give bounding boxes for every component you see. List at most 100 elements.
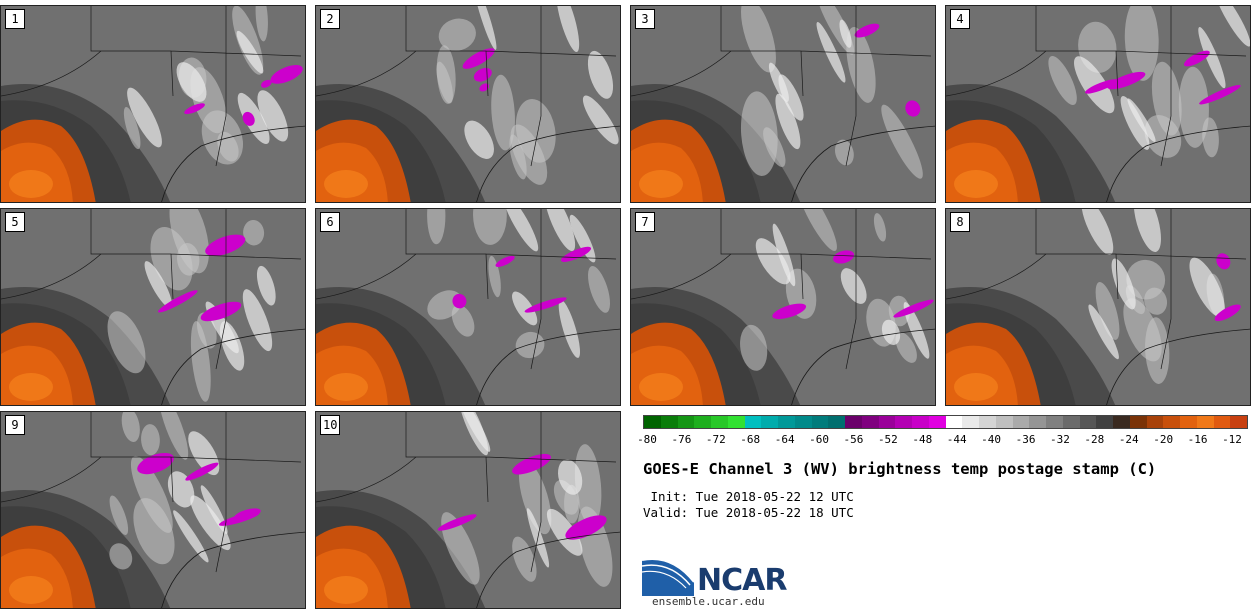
colorbar-tick-label: -56 bbox=[843, 433, 864, 446]
colorbar-swatch bbox=[945, 416, 963, 428]
cold-cloud-top bbox=[1107, 71, 1146, 90]
moist-plume bbox=[741, 6, 776, 73]
colorbar-swatch bbox=[1163, 416, 1180, 428]
moist-plume bbox=[763, 127, 786, 168]
postage-stamp-panel: 5 bbox=[0, 208, 306, 406]
cold-cloud-top bbox=[205, 234, 246, 256]
plot-title: GOES-E Channel 3 (WV) brightness temp po… bbox=[643, 460, 1157, 478]
coastline bbox=[161, 328, 305, 405]
cold-cloud-top bbox=[565, 515, 607, 540]
moist-plume bbox=[873, 213, 887, 242]
moist-plume bbox=[740, 324, 768, 371]
panel-number: 7 bbox=[635, 212, 655, 232]
colorbar-swatch bbox=[1129, 416, 1147, 428]
cold-cloud-top bbox=[158, 290, 198, 313]
cold-cloud-top bbox=[261, 79, 272, 88]
moist-plume bbox=[123, 106, 141, 150]
moist-plume-core bbox=[242, 289, 273, 352]
moist-plume bbox=[438, 18, 476, 51]
moist-plume bbox=[488, 255, 501, 298]
coastline bbox=[791, 125, 935, 202]
moist-plume-core bbox=[473, 6, 497, 50]
panel-number: 8 bbox=[950, 212, 970, 232]
moist-plume-core bbox=[503, 209, 539, 252]
warm-region-peak bbox=[9, 170, 53, 198]
colorbar bbox=[643, 415, 1248, 429]
colorbar-tick-label: -80 bbox=[637, 433, 657, 446]
colorbar-swatch bbox=[711, 416, 728, 428]
coastline bbox=[791, 328, 935, 405]
colorbar-swatch bbox=[928, 416, 946, 428]
wv-map bbox=[946, 6, 1250, 202]
moist-plume-core bbox=[587, 50, 614, 99]
moist-plume bbox=[159, 412, 189, 460]
colorbar-tick-label: -76 bbox=[671, 433, 692, 446]
colorbar-swatch bbox=[828, 416, 845, 428]
moist-plume-core bbox=[556, 6, 580, 52]
colorbar-tick-label: -48 bbox=[912, 433, 933, 446]
warm-region-peak bbox=[324, 373, 368, 401]
state-borders bbox=[1, 6, 302, 167]
colorbar-swatch bbox=[694, 416, 711, 428]
cold-cloud-top bbox=[833, 250, 855, 264]
state-borders bbox=[1, 412, 302, 573]
colorbar-tick-label: -60 bbox=[809, 433, 829, 446]
cold-cloud-top bbox=[184, 103, 205, 114]
moist-plume bbox=[451, 304, 475, 337]
colorbar-tick-label: -44 bbox=[946, 433, 967, 446]
moist-plume bbox=[574, 444, 602, 526]
moist-plume-core bbox=[1120, 96, 1150, 150]
moist-plume bbox=[881, 104, 923, 179]
cold-cloud-top bbox=[560, 246, 592, 262]
colorbar-swatch bbox=[1180, 416, 1197, 428]
wv-map bbox=[1, 412, 305, 608]
wv-map bbox=[1, 209, 305, 405]
moist-plume-core bbox=[772, 223, 796, 287]
coastline bbox=[161, 531, 305, 608]
postage-stamp-panel: 10 bbox=[315, 411, 621, 609]
colorbar-swatch bbox=[1062, 416, 1080, 428]
colorbar-swatch bbox=[962, 416, 979, 428]
colorbar-tick-label: -52 bbox=[877, 433, 898, 446]
coastline bbox=[1106, 125, 1250, 202]
wv-map bbox=[316, 412, 620, 608]
coastline bbox=[476, 531, 620, 608]
coastline bbox=[476, 125, 620, 202]
colorbar-swatch bbox=[1146, 416, 1164, 428]
moist-plume-core bbox=[176, 62, 207, 102]
moist-plume-core bbox=[173, 510, 209, 563]
moist-plume-core bbox=[190, 495, 231, 551]
moist-plume bbox=[895, 332, 917, 363]
warm-region-peak bbox=[9, 373, 53, 401]
moist-plume bbox=[436, 61, 453, 104]
moist-plume bbox=[491, 74, 515, 151]
warm-region-peak bbox=[639, 373, 683, 401]
moist-plume bbox=[141, 424, 160, 456]
warm-region-peak bbox=[324, 576, 368, 604]
panel-number: 10 bbox=[320, 415, 341, 435]
colorbar-tick-label: -20 bbox=[1153, 433, 1174, 446]
moist-plume-core bbox=[775, 93, 801, 150]
colorbar-tick-label: -64 bbox=[774, 433, 795, 446]
postage-stamp-panel: 9 bbox=[0, 411, 306, 609]
moist-plume-core bbox=[464, 120, 494, 159]
colorbar-swatch bbox=[1196, 416, 1214, 428]
postage-stamp-panel: 3 bbox=[630, 5, 936, 203]
colorbar-tick-label: -68 bbox=[740, 433, 761, 446]
colorbar-swatch bbox=[794, 416, 812, 428]
moist-plume-core bbox=[1198, 27, 1226, 89]
colorbar-swatch bbox=[979, 416, 996, 428]
colorbar-tick-label: -16 bbox=[1187, 433, 1208, 446]
colorbar-tick-label: -36 bbox=[1015, 433, 1036, 446]
colorbar-swatch bbox=[845, 416, 862, 428]
panel-number: 5 bbox=[5, 212, 25, 232]
moist-plume-core bbox=[144, 261, 172, 308]
cold-cloud-top bbox=[495, 255, 515, 267]
moist-plume bbox=[1123, 298, 1162, 362]
cold-cloud-top bbox=[242, 111, 255, 126]
moist-plume bbox=[588, 266, 611, 313]
panel-number: 2 bbox=[320, 9, 340, 29]
moist-plume bbox=[109, 495, 129, 535]
moist-plume-core bbox=[1074, 56, 1115, 114]
moist-plume bbox=[512, 536, 537, 582]
